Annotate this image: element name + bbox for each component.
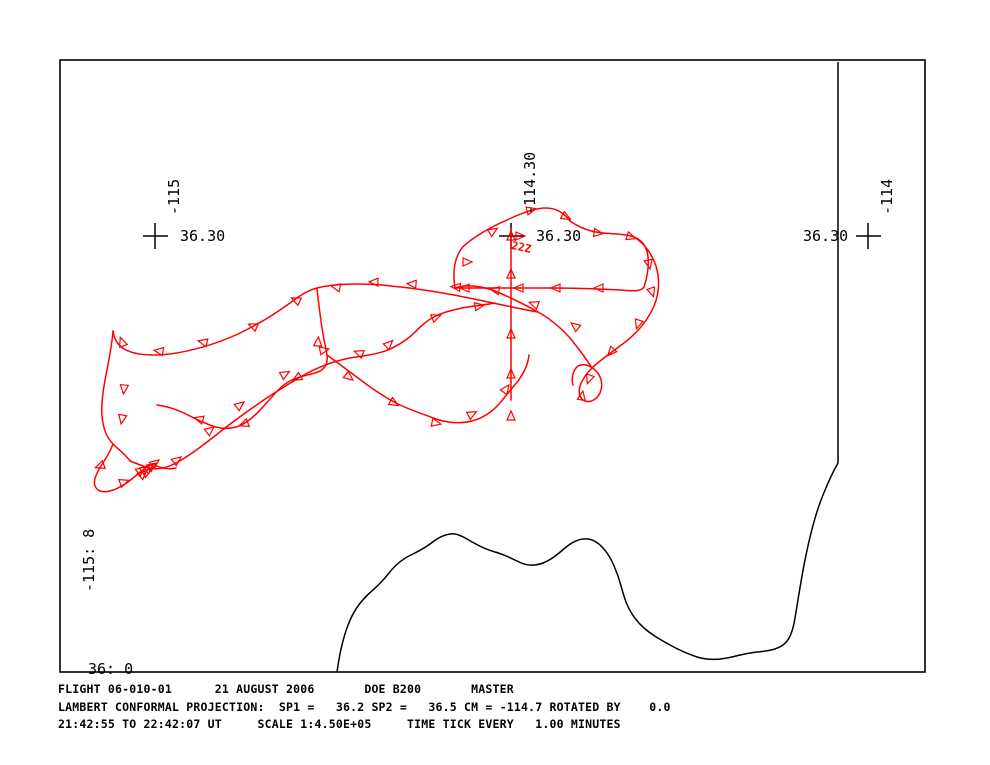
graticule-lat-label-center: 36.30 <box>536 227 582 245</box>
graticule-lat-label-right: 36.30 <box>803 227 849 245</box>
graticule-lat-label-left: 36.30 <box>180 227 226 245</box>
graticule-lon-label-center: -114.30 <box>521 151 539 215</box>
state-boundary-line <box>336 62 839 673</box>
corner-label-lower-left-lon: -115: 8 <box>80 528 98 592</box>
track-time-tick-markers <box>93 206 656 489</box>
graticule-lon-label-right: -114 <box>878 178 896 215</box>
footer-line-flight-info: FLIGHT 06-010-01 21 AUGUST 2006 DOE B200… <box>58 682 514 696</box>
graticule-lon-label-left: -115 <box>165 178 183 215</box>
corner-label-lower-left-lat: 36: 0 <box>88 660 134 678</box>
map-frame-border <box>59 59 926 673</box>
footer-line-projection: LAMBERT CONFORMAL PROJECTION: SP1 = 36.2… <box>58 699 671 714</box>
crosshair-left <box>143 223 168 249</box>
footer-line-time-scale: 21:42:55 TO 22:42:07 UT SCALE 1:4.50E+05… <box>58 717 621 731</box>
crosshair-right <box>856 223 881 249</box>
footer-annotation-block: FLIGHT 06-010-01 21 AUGUST 2006 DOE B200… <box>58 681 958 734</box>
